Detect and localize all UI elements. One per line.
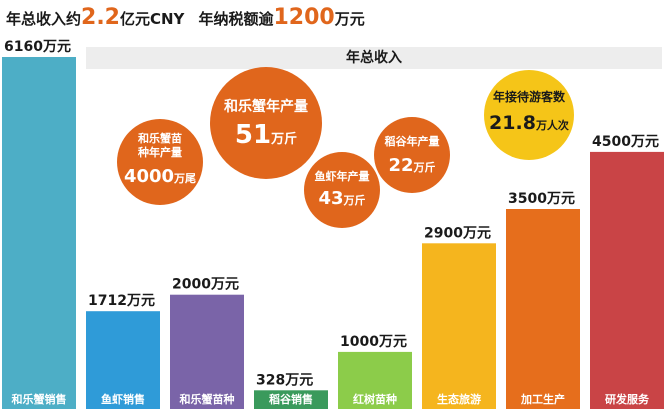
callout-crab-seed-line1: 和乐蟹苗 [138, 131, 182, 145]
callout-rice-output-line1: 稻谷年产量 [385, 134, 440, 148]
chart-title: 年总收入 [86, 47, 662, 69]
callout-rice-output-value: 22万斤 [388, 155, 435, 176]
value-label-8: 4500万元 [592, 134, 659, 150]
value-label-6: 2900万元 [424, 225, 491, 241]
bar-1 [2, 57, 76, 409]
category-label-1: 和乐蟹销售 [12, 392, 67, 406]
bar-3 [170, 294, 244, 409]
headline-revenue-unit: 亿元CNY [120, 10, 185, 28]
value-label-2: 1712万元 [88, 293, 155, 309]
callout-tourists: 年接待游客数 21.8万人次 [484, 70, 574, 160]
category-label-5: 红树苗种 [353, 392, 397, 406]
value-label-3: 2000万元 [172, 277, 239, 293]
callout-circle-shrimp-output [304, 152, 380, 228]
callout-crab-seed-value: 4000万尾 [124, 166, 196, 187]
callout-tourists-value: 21.8万人次 [489, 112, 569, 134]
bar-8 [590, 151, 664, 409]
callout-circle-crab-seed [117, 119, 203, 205]
callout-crab-output: 和乐蟹年产量 51万斤 [210, 67, 322, 179]
category-label-7: 加工生产 [520, 392, 565, 406]
category-label-8: 研发服务 [605, 392, 650, 406]
value-label-7: 3500万元 [508, 191, 575, 207]
callout-shrimp-output: 鱼虾年产量 43万斤 [304, 152, 380, 228]
callout-circle-crab-output [210, 67, 322, 179]
bar-5 [338, 351, 412, 409]
bar-7 [506, 209, 580, 409]
callout-crab-seed-line2: 种年产量 [137, 145, 182, 159]
headline-tax-unit: 万元 [334, 10, 365, 28]
category-label-3: 和乐蟹苗种 [180, 392, 235, 406]
value-label-1: 6160万元 [4, 39, 71, 55]
callout-tourists-line1: 年接待游客数 [493, 89, 566, 104]
callout-circle-tourists [484, 70, 574, 160]
headline-revenue-value: 2.2 [81, 5, 120, 30]
bar-6 [422, 243, 496, 409]
callout-circle-rice-output [374, 117, 450, 193]
bar-2 [86, 311, 160, 409]
value-label-5: 1000万元 [340, 334, 407, 350]
value-label-4: 328万元 [256, 372, 313, 388]
headline-tax-label: 年纳税额逾 [198, 10, 274, 28]
bar-4 [254, 390, 328, 409]
callout-crab-output-line1: 和乐蟹年产量 [224, 98, 308, 115]
headline-revenue-label: 年总收入约 [6, 10, 82, 28]
category-label-6: 生态旅游 [437, 392, 481, 406]
callout-shrimp-output-line1: 鱼虾年产量 [315, 169, 370, 183]
category-label-2: 鱼虾销售 [101, 392, 145, 406]
callout-rice-output: 稻谷年产量 22万斤 [374, 117, 450, 193]
headline: 年总收入约2.2亿元CNY 年纳税额逾1200万元 [6, 4, 365, 32]
headline-tax-value: 1200 [273, 5, 335, 30]
callout-crab-output-value: 51万斤 [235, 120, 297, 150]
category-label-4: 稻谷销售 [269, 392, 313, 406]
callout-shrimp-output-value: 43万斤 [318, 188, 365, 209]
